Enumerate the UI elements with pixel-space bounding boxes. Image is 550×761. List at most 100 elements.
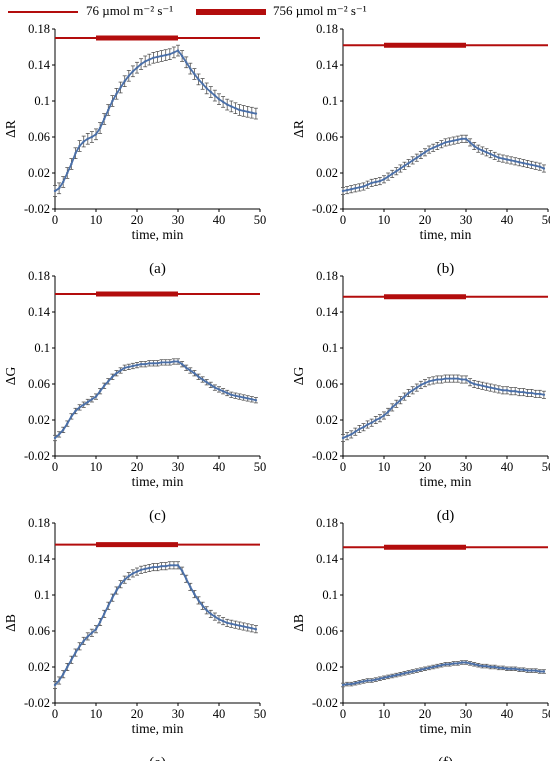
x-tick-label: 10 (378, 460, 391, 474)
y-tick-label: 0.02 (316, 413, 338, 427)
data-point (209, 90, 212, 94)
data-point (518, 668, 521, 671)
data-point (193, 372, 196, 375)
series-line (54, 564, 257, 686)
x-tick-label: 20 (419, 213, 432, 227)
data-point (468, 662, 472, 665)
data-point (90, 135, 94, 139)
data-point (444, 141, 447, 144)
data-point (66, 422, 69, 425)
data-point (468, 381, 472, 384)
data-point (193, 592, 196, 596)
data-point (70, 658, 73, 661)
data-point (238, 395, 241, 398)
data-point (399, 167, 402, 170)
data-point (189, 585, 192, 589)
data-point (505, 389, 509, 392)
data-point (366, 183, 369, 186)
data-point (217, 98, 221, 101)
data-point (370, 181, 373, 185)
y-tick-label: 0.18 (28, 516, 50, 530)
data-point (103, 612, 106, 616)
data-point (217, 618, 221, 621)
data-point (70, 162, 73, 166)
data-point (530, 163, 533, 167)
x-tick-label: 0 (52, 460, 58, 474)
y-tick-label: 0.18 (316, 22, 338, 36)
data-point (522, 668, 525, 671)
data-point (460, 378, 464, 381)
x-tick-label: 40 (501, 460, 514, 474)
data-point (123, 80, 126, 83)
data-point (78, 406, 81, 409)
y-tick-label: 0.18 (28, 22, 50, 36)
chart-panel: -0.02 0.02 0.06 0.1 0.14 0.18 0 10 20 30 40 50 time,… (291, 22, 550, 277)
x-tick-label: 20 (131, 213, 144, 227)
data-point (477, 383, 480, 387)
data-point (139, 568, 143, 571)
data-point (74, 152, 77, 155)
data-point (464, 137, 468, 140)
data-point (427, 380, 431, 383)
x-tick-label: 30 (172, 213, 185, 227)
data-point (391, 406, 394, 409)
y-axis-label: ΔB (3, 614, 18, 632)
data-point (246, 110, 249, 114)
data-point (197, 78, 200, 81)
data-point (66, 665, 69, 669)
data-point (250, 627, 253, 630)
data-point (382, 676, 386, 679)
data-point (518, 390, 521, 394)
data-point (456, 377, 459, 380)
y-tick-label: 0.06 (28, 130, 50, 144)
data-point (127, 574, 130, 578)
data-point (411, 159, 414, 162)
panel-label: (b) (437, 261, 455, 277)
data-point (423, 381, 427, 385)
data-point (180, 363, 184, 366)
data-point (436, 664, 439, 668)
y-tick-label: 0.18 (316, 516, 338, 530)
data-point (164, 53, 167, 57)
data-point (86, 635, 90, 638)
data-point (489, 152, 492, 156)
data-point (94, 628, 98, 631)
data-point (473, 382, 476, 386)
y-tick-label: -0.02 (312, 202, 338, 216)
data-point (57, 679, 61, 682)
panel-label: (c) (149, 508, 166, 524)
series-line (54, 360, 257, 439)
data-point (341, 189, 345, 193)
data-point (123, 578, 126, 581)
data-point (230, 393, 233, 396)
data-point (530, 669, 533, 672)
data-point (135, 570, 139, 573)
data-point (403, 164, 406, 167)
data-point (168, 361, 171, 364)
data-point (542, 670, 546, 673)
data-point (74, 409, 77, 413)
y-tick-label: -0.02 (312, 696, 338, 710)
data-point (180, 569, 184, 572)
data-point (366, 423, 369, 426)
data-point (123, 366, 126, 369)
data-point (152, 362, 155, 365)
data-point (250, 398, 253, 401)
data-point (131, 70, 135, 73)
y-tick-label: 0.14 (28, 305, 51, 319)
data-point (242, 109, 245, 113)
x-tick-label: 40 (213, 707, 226, 721)
data-point (522, 390, 525, 394)
data-point (391, 674, 394, 678)
chart-panel: -0.02 0.02 0.06 0.1 0.14 0.18 0 10 20 30 40 50 time,… (291, 269, 550, 524)
data-point (82, 403, 85, 406)
series-line (54, 49, 257, 192)
data-point (152, 565, 155, 569)
data-point (460, 661, 464, 664)
data-point (62, 180, 65, 184)
data-point (176, 564, 180, 567)
data-point (152, 56, 155, 59)
data-point (350, 433, 353, 436)
data-point (505, 158, 509, 161)
data-point (189, 369, 192, 372)
